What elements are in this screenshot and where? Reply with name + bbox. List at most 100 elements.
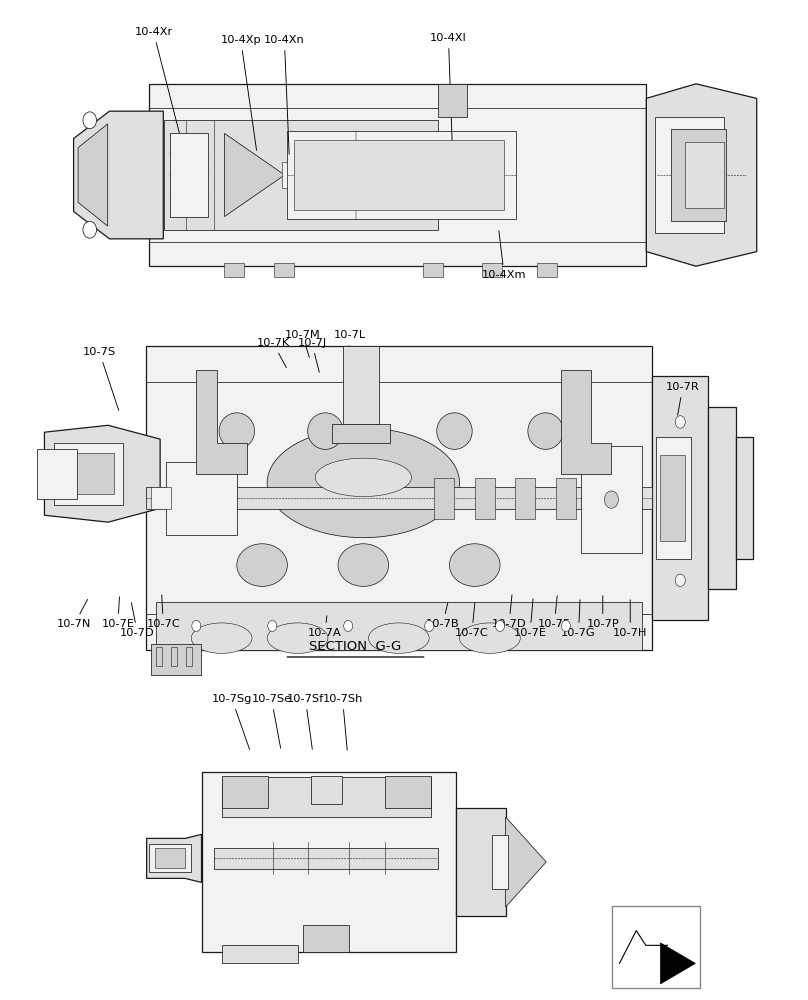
Bar: [556, 478, 576, 519]
Bar: [332, 424, 389, 443]
Ellipse shape: [528, 413, 563, 449]
Polygon shape: [196, 370, 247, 474]
Circle shape: [267, 620, 276, 631]
Bar: [434, 478, 454, 519]
Bar: [186, 647, 192, 666]
Text: 10-7J: 10-7J: [297, 338, 326, 372]
Text: 10-4Xn: 10-4Xn: [264, 35, 305, 154]
Text: 10-7N: 10-7N: [57, 599, 91, 629]
Text: 10-7H: 10-7H: [613, 600, 647, 638]
Bar: [671, 129, 726, 221]
Circle shape: [425, 620, 434, 631]
Circle shape: [83, 221, 96, 238]
Bar: [708, 407, 736, 589]
Text: 10-7M: 10-7M: [284, 330, 320, 357]
Text: 10-7B: 10-7B: [426, 603, 460, 629]
Ellipse shape: [437, 413, 472, 449]
Circle shape: [343, 620, 352, 631]
Ellipse shape: [267, 623, 328, 653]
Bar: [343, 346, 379, 424]
Bar: [61, 453, 114, 494]
Circle shape: [562, 620, 570, 631]
Bar: [685, 142, 724, 208]
Text: 10-7F: 10-7F: [538, 596, 570, 629]
Text: 10-7P: 10-7P: [587, 596, 619, 629]
Bar: [151, 644, 201, 675]
Circle shape: [191, 620, 200, 631]
Circle shape: [675, 416, 685, 428]
Ellipse shape: [315, 458, 411, 497]
Text: 10-7C: 10-7C: [146, 595, 180, 629]
Text: 10-7E: 10-7E: [102, 597, 134, 629]
Bar: [145, 487, 652, 509]
Polygon shape: [44, 425, 160, 522]
Bar: [171, 647, 177, 666]
Ellipse shape: [191, 623, 252, 653]
Circle shape: [675, 574, 685, 587]
Text: 10-4Xl: 10-4Xl: [430, 33, 467, 149]
Bar: [166, 462, 237, 535]
Ellipse shape: [308, 413, 343, 449]
Text: 10-7A: 10-7A: [308, 616, 342, 638]
Bar: [170, 133, 208, 217]
Text: 10-7L: 10-7L: [334, 330, 366, 361]
Bar: [304, 925, 349, 952]
Bar: [492, 835, 507, 889]
Bar: [288, 131, 516, 219]
Polygon shape: [561, 370, 612, 474]
Bar: [222, 776, 267, 808]
Text: 10-7S: 10-7S: [83, 347, 119, 410]
Text: 10-7Se: 10-7Se: [251, 694, 292, 748]
Bar: [537, 263, 557, 277]
Bar: [53, 443, 123, 505]
Polygon shape: [225, 133, 284, 217]
Ellipse shape: [267, 428, 460, 538]
Bar: [457, 808, 506, 916]
Text: 10-7G: 10-7G: [562, 600, 595, 638]
Polygon shape: [660, 943, 696, 984]
Bar: [311, 776, 342, 804]
Bar: [736, 437, 753, 559]
Ellipse shape: [219, 413, 255, 449]
Bar: [206, 478, 227, 519]
Bar: [652, 376, 708, 620]
Bar: [214, 848, 439, 869]
Bar: [438, 84, 468, 117]
Bar: [282, 162, 288, 188]
Bar: [655, 117, 724, 233]
Bar: [222, 945, 298, 963]
Text: 10-7D: 10-7D: [120, 603, 154, 638]
Polygon shape: [78, 124, 107, 226]
Bar: [656, 437, 692, 559]
Bar: [156, 602, 642, 650]
Text: 10-7Sg: 10-7Sg: [212, 694, 252, 749]
Text: SECTION  G-G: SECTION G-G: [309, 641, 402, 654]
Bar: [385, 776, 431, 808]
Bar: [155, 848, 185, 868]
Ellipse shape: [460, 623, 520, 653]
Ellipse shape: [338, 544, 389, 586]
Circle shape: [604, 491, 618, 508]
Text: 10-4Xp: 10-4Xp: [221, 35, 261, 150]
Text: 10-7R: 10-7R: [666, 382, 700, 415]
Bar: [612, 906, 700, 988]
Bar: [145, 346, 652, 650]
Bar: [581, 446, 642, 553]
Bar: [516, 478, 536, 519]
Bar: [149, 844, 191, 872]
Bar: [660, 455, 685, 541]
Ellipse shape: [368, 623, 429, 653]
Bar: [274, 263, 293, 277]
Bar: [156, 647, 162, 666]
Ellipse shape: [237, 544, 288, 586]
Bar: [164, 120, 438, 230]
Polygon shape: [506, 817, 546, 907]
Text: 10-7Sf: 10-7Sf: [287, 694, 324, 749]
Text: 10-4Xm: 10-4Xm: [482, 231, 527, 280]
Polygon shape: [646, 84, 757, 266]
Bar: [171, 478, 191, 519]
Bar: [149, 84, 646, 266]
Polygon shape: [74, 111, 163, 239]
Circle shape: [83, 112, 96, 129]
Bar: [423, 263, 443, 277]
